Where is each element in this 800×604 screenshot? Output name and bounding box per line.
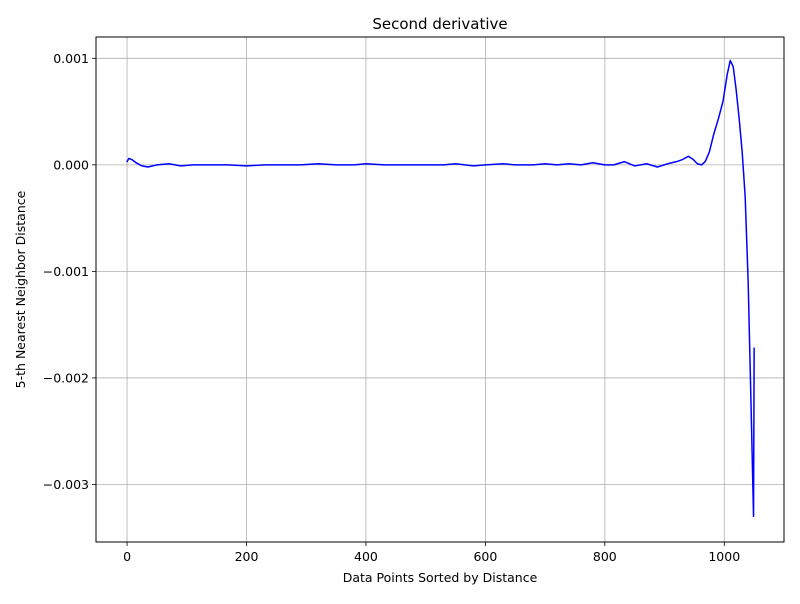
ticks-layer: 0 200 400 600 800 1000 0.001 0.000 −0.001 −0.002 −… (43, 51, 740, 564)
line-layer (126, 59, 755, 518)
x-tick-label: 800 (593, 549, 617, 564)
x-tick-label: 1000 (708, 549, 740, 564)
axes-frame (95, 36, 785, 543)
y-tick-label: −0.001 (43, 264, 89, 279)
x-tick-label: 0 (123, 549, 131, 564)
y-axis-label: 5-th Nearest Neighbor Distance (13, 190, 28, 388)
y-tick-label: −0.002 (43, 370, 89, 385)
y-tick-label: −0.003 (43, 477, 89, 492)
chart-title: Second derivative (372, 15, 507, 33)
x-axis-label: Data Points Sorted by Distance (343, 570, 538, 585)
grid-layer (96, 37, 784, 542)
x-tick-label: 200 (235, 549, 259, 564)
x-tick-label: 400 (354, 549, 378, 564)
series-line (126, 59, 755, 518)
y-tick-label: 0.000 (53, 157, 89, 172)
y-tick-label: 0.001 (53, 51, 89, 66)
x-tick-label: 600 (473, 549, 497, 564)
